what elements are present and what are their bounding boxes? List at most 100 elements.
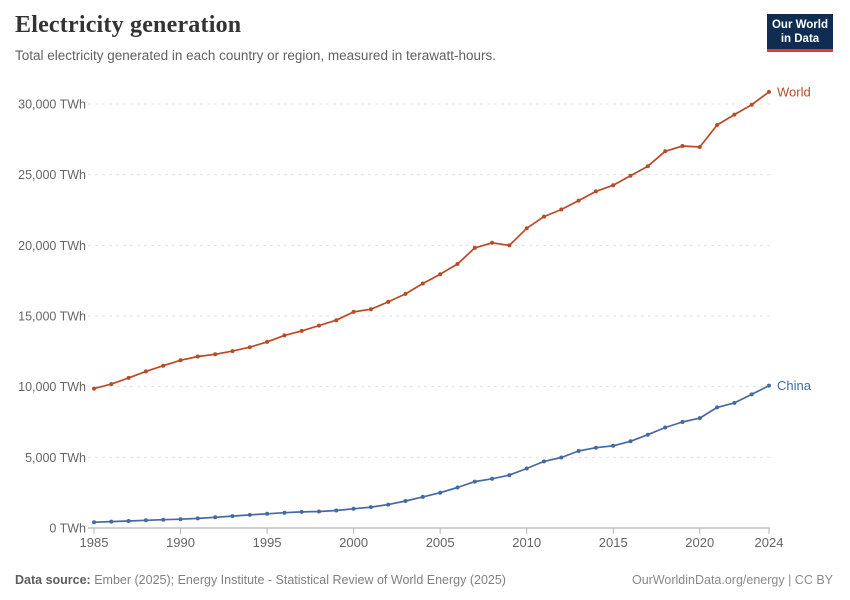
data-point-china[interactable] xyxy=(697,416,702,421)
data-point-china[interactable] xyxy=(334,508,339,513)
data-source-label: Data source: xyxy=(15,573,91,587)
data-point-world[interactable] xyxy=(507,243,512,248)
data-point-world[interactable] xyxy=(645,164,650,169)
data-point-world[interactable] xyxy=(265,339,270,344)
data-point-china[interactable] xyxy=(472,479,477,484)
data-point-china[interactable] xyxy=(265,511,270,516)
data-point-china[interactable] xyxy=(386,502,391,507)
data-point-china[interactable] xyxy=(351,506,356,511)
data-point-china[interactable] xyxy=(715,405,720,410)
data-point-world[interactable] xyxy=(576,198,581,203)
data-point-china[interactable] xyxy=(559,455,564,460)
data-point-china[interactable] xyxy=(455,485,460,490)
data-point-china[interactable] xyxy=(368,505,373,510)
data-point-world[interactable] xyxy=(126,375,131,380)
data-point-world[interactable] xyxy=(213,352,218,357)
x-axis-label: 1990 xyxy=(166,535,195,550)
data-point-world[interactable] xyxy=(524,226,529,231)
x-axis-label: 2005 xyxy=(426,535,455,550)
data-point-world[interactable] xyxy=(732,112,737,117)
data-point-china[interactable] xyxy=(576,449,581,453)
data-point-world[interactable] xyxy=(403,291,408,296)
series-end-label-china[interactable]: China xyxy=(777,378,812,393)
data-point-china[interactable] xyxy=(680,420,685,424)
data-point-world[interactable] xyxy=(542,214,546,219)
data-point-world[interactable] xyxy=(247,345,252,350)
x-axis-label: 2015 xyxy=(599,535,628,550)
data-point-china[interactable] xyxy=(403,499,408,503)
data-point-world[interactable] xyxy=(420,281,425,286)
owid-logo[interactable]: Our World in Data xyxy=(767,14,833,52)
data-point-china[interactable] xyxy=(507,473,512,478)
data-point-world[interactable] xyxy=(749,102,754,107)
data-point-china[interactable] xyxy=(213,515,218,520)
data-point-china[interactable] xyxy=(524,466,529,471)
data-point-china[interactable] xyxy=(420,494,425,499)
data-point-china[interactable] xyxy=(126,519,131,523)
data-point-china[interactable] xyxy=(732,400,737,405)
x-axis-label: 2010 xyxy=(512,535,541,550)
data-point-world[interactable] xyxy=(663,149,668,154)
data-point-world[interactable] xyxy=(368,307,373,312)
data-point-china[interactable] xyxy=(195,516,200,521)
y-axis-label: 30,000 TWh xyxy=(18,98,86,112)
data-point-world[interactable] xyxy=(767,89,771,94)
data-point-china[interactable] xyxy=(611,443,616,448)
data-source-text: Ember (2025); Energy Institute - Statist… xyxy=(94,573,506,587)
data-point-world[interactable] xyxy=(195,354,200,359)
data-point-world[interactable] xyxy=(455,262,460,266)
data-point-world[interactable] xyxy=(351,309,356,314)
data-point-china[interactable] xyxy=(247,512,252,517)
data-point-world[interactable] xyxy=(282,333,287,338)
y-axis-label: 15,000 TWh xyxy=(18,310,86,324)
data-point-world[interactable] xyxy=(628,173,633,178)
data-point-china[interactable] xyxy=(317,509,321,514)
data-point-china[interactable] xyxy=(282,510,287,515)
data-point-china[interactable] xyxy=(299,509,304,514)
data-point-china[interactable] xyxy=(663,425,668,430)
data-point-world[interactable] xyxy=(334,318,339,323)
data-point-world[interactable] xyxy=(109,382,114,387)
data-point-china[interactable] xyxy=(178,517,183,522)
x-axis-label: 1995 xyxy=(253,535,282,550)
chart-canvas[interactable]: 0 TWh 5,000 TWh 10,000 TWh 15,000 TWh 20,000… xyxy=(0,75,850,555)
data-point-china[interactable] xyxy=(230,514,235,519)
data-point-china[interactable] xyxy=(143,518,148,523)
data-point-china[interactable] xyxy=(438,490,443,495)
data-point-china[interactable] xyxy=(490,476,495,481)
data-point-world[interactable] xyxy=(490,240,495,245)
x-axis-label: 2000 xyxy=(339,535,368,550)
data-point-china[interactable] xyxy=(161,517,166,522)
series-end-label-world[interactable]: World xyxy=(777,84,811,99)
data-point-world[interactable] xyxy=(472,245,477,250)
data-point-world[interactable] xyxy=(143,369,148,374)
data-point-world[interactable] xyxy=(715,123,720,127)
footer-link[interactable]: OurWorldinData.org/energy | CC BY xyxy=(631,573,833,587)
series-line-china[interactable] xyxy=(93,384,770,524)
y-axis-label: 5,000 TWh xyxy=(25,451,86,465)
data-point-china[interactable] xyxy=(92,520,96,525)
data-point-world[interactable] xyxy=(92,386,96,391)
data-point-world[interactable] xyxy=(317,323,321,328)
data-point-world[interactable] xyxy=(559,207,564,212)
data-point-china[interactable] xyxy=(749,392,754,397)
data-point-world[interactable] xyxy=(611,183,616,188)
data-point-world[interactable] xyxy=(230,349,235,354)
data-point-world[interactable] xyxy=(680,144,685,148)
data-point-china[interactable] xyxy=(593,445,598,450)
data-point-world[interactable] xyxy=(697,145,702,149)
logo-text-line1: Our World xyxy=(771,19,828,31)
series-line-world[interactable] xyxy=(93,91,770,390)
data-point-world[interactable] xyxy=(593,189,598,194)
data-point-china[interactable] xyxy=(542,459,546,464)
data-point-china[interactable] xyxy=(767,383,771,388)
data-point-world[interactable] xyxy=(386,299,391,304)
data-point-world[interactable] xyxy=(161,363,166,368)
data-point-world[interactable] xyxy=(299,328,304,333)
data-point-china[interactable] xyxy=(109,519,114,524)
data-point-world[interactable] xyxy=(178,358,183,363)
data-point-china[interactable] xyxy=(645,432,650,437)
data-point-china[interactable] xyxy=(628,439,633,444)
data-point-world[interactable] xyxy=(438,272,443,277)
